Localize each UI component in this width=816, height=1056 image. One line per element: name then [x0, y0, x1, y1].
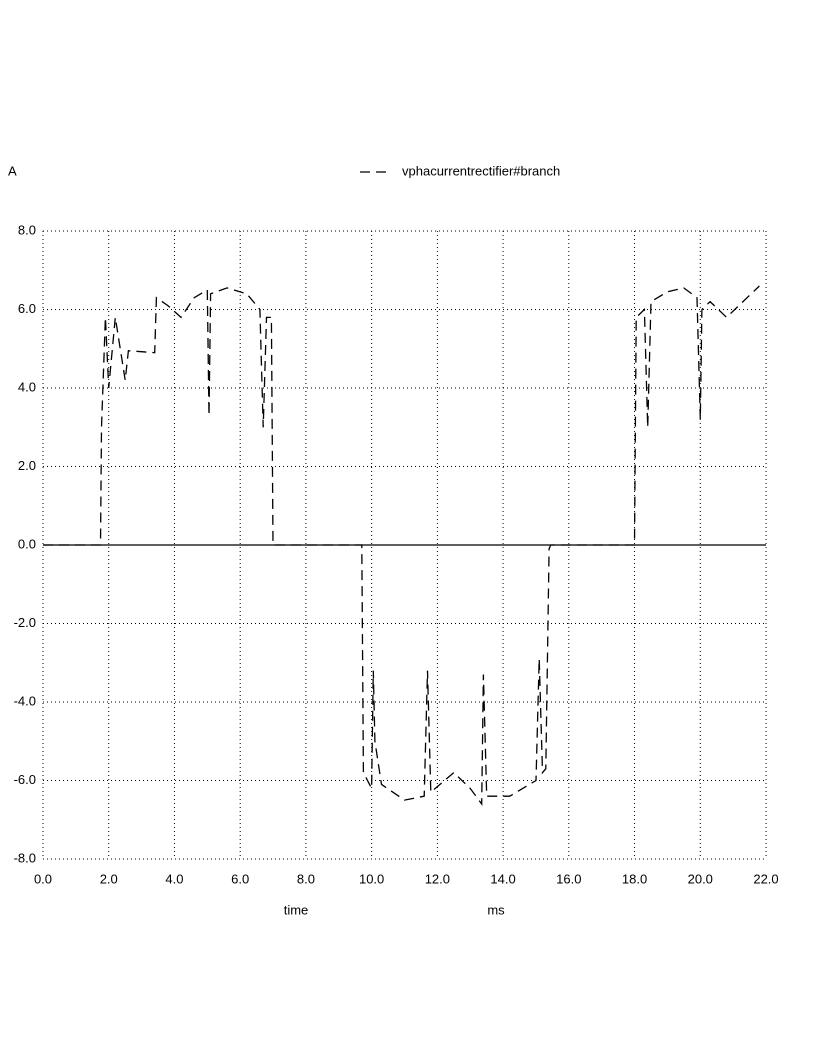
- x-tick-label: 14.0: [490, 871, 515, 886]
- y-tick-label: 4.0: [18, 379, 36, 394]
- x-unit-label: ms: [487, 902, 505, 917]
- x-tick-label: 18.0: [622, 871, 647, 886]
- y-unit-label: A: [8, 163, 17, 178]
- y-tick-label: -6.0: [14, 772, 36, 787]
- x-tick-label: 4.0: [165, 871, 183, 886]
- y-tick-label: -8.0: [14, 850, 36, 865]
- x-tick-label: 10.0: [359, 871, 384, 886]
- x-tick-label: 12.0: [425, 871, 450, 886]
- x-tick-label: 0.0: [34, 871, 52, 886]
- y-tick-label: -2.0: [14, 615, 36, 630]
- y-tick-label: -4.0: [14, 693, 36, 708]
- y-tick-label: 2.0: [18, 458, 36, 473]
- y-tick-label: 6.0: [18, 301, 36, 316]
- x-tick-label: 2.0: [100, 871, 118, 886]
- x-tick-label: 22.0: [753, 871, 778, 886]
- legend-label: vphacurrentrectifier#branch: [402, 163, 560, 178]
- y-tick-label: 0.0: [18, 536, 36, 551]
- x-tick-label: 6.0: [231, 871, 249, 886]
- x-tick-label: 8.0: [297, 871, 315, 886]
- x-tick-label: 20.0: [688, 871, 713, 886]
- series-line: [43, 285, 760, 806]
- y-tick-label: 8.0: [18, 222, 36, 237]
- x-axis-label: time: [284, 902, 309, 917]
- x-tick-label: 16.0: [556, 871, 581, 886]
